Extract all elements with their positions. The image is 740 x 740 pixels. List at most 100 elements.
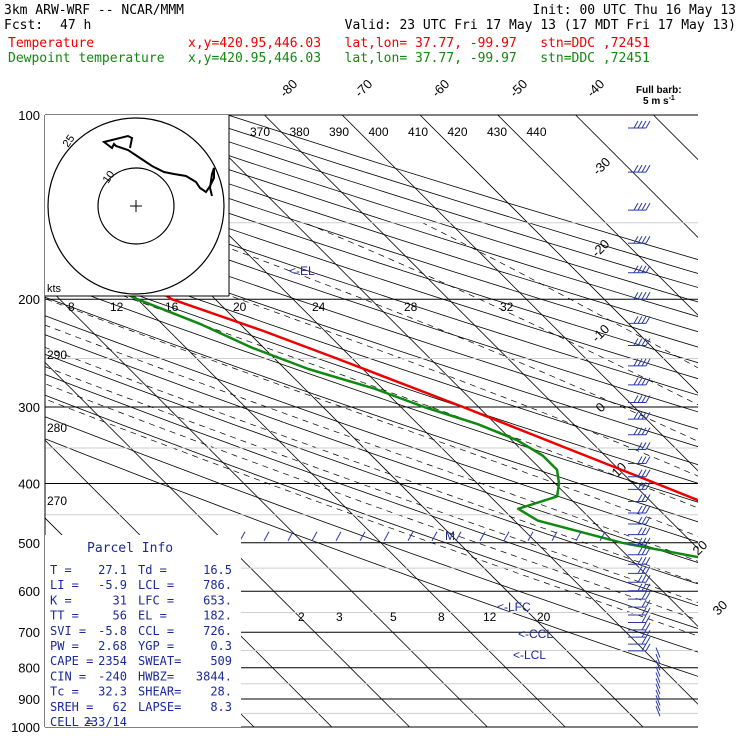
parcel-label: T = bbox=[50, 563, 72, 577]
parcel-value: 233/14 bbox=[84, 715, 127, 729]
wind-barb-flag bbox=[645, 643, 651, 652]
wind-barb-flag bbox=[637, 583, 643, 592]
parcel-label: LI = bbox=[50, 578, 79, 592]
wind-barb-flag bbox=[641, 547, 647, 555]
wind-barb-flag bbox=[645, 599, 651, 608]
wind-barb-tick bbox=[455, 531, 462, 542]
wind-barb-tick bbox=[287, 531, 294, 542]
parcel-value: 56 bbox=[113, 609, 127, 623]
wind-barb bbox=[628, 607, 651, 616]
parcel-label: YGP = bbox=[138, 639, 174, 653]
wind-barb bbox=[655, 689, 661, 701]
level-marker: <-EL bbox=[289, 264, 315, 278]
wind-barb-flag bbox=[645, 629, 651, 638]
wind-barb-flag bbox=[645, 202, 651, 211]
wind-barb bbox=[655, 695, 661, 706]
parcel-value: 3844. bbox=[196, 669, 232, 683]
wind-barb-flag bbox=[641, 516, 647, 525]
parcel-label: SVI = bbox=[50, 624, 86, 638]
parcel-label: EL = bbox=[138, 609, 167, 623]
parcel-value: 0.3 bbox=[210, 639, 232, 653]
wind-barb bbox=[655, 653, 661, 665]
wind-barb bbox=[628, 482, 651, 490]
wind-barb-flag bbox=[633, 358, 639, 367]
moist-adiabat bbox=[45, 324, 698, 562]
wind-barb-flag bbox=[641, 338, 647, 346]
theta-e-label: 440 bbox=[527, 125, 547, 139]
wind-barb-flag bbox=[641, 607, 647, 616]
wind-barb-flag bbox=[645, 164, 651, 173]
wind-barb bbox=[655, 700, 661, 712]
wind-barb-tick bbox=[503, 531, 510, 542]
wind-barb-flag bbox=[645, 395, 651, 403]
wind-barb bbox=[628, 643, 651, 652]
parcel-value: 62 bbox=[113, 700, 127, 714]
parcel-label: CELL = bbox=[50, 715, 93, 729]
mixing-ratio-label: 28 bbox=[404, 300, 418, 314]
wind-barb bbox=[628, 377, 651, 386]
pressure-label: 800 bbox=[18, 661, 40, 676]
theta-e-label: 380 bbox=[290, 125, 310, 139]
forecast-label: Fcst: bbox=[4, 18, 44, 33]
lower-mixing-label: 5 bbox=[390, 610, 397, 624]
isotherm-line bbox=[575, 115, 698, 238]
parcel-value: 16.5 bbox=[203, 563, 232, 577]
temperature-legend-line: Temperature x,y=420.95,446.03 lat,lon= 3… bbox=[8, 36, 650, 51]
wind-barb-flag bbox=[645, 338, 651, 346]
wind-barb-flag bbox=[641, 615, 647, 623]
wind-barb-staff bbox=[655, 653, 661, 665]
wind-barb-flag bbox=[633, 291, 639, 300]
wind-barb-flag bbox=[645, 505, 651, 514]
isotherm-line bbox=[497, 115, 698, 316]
wind-barb-flag bbox=[637, 574, 643, 583]
hodograph-trace bbox=[101, 134, 215, 197]
isotherm-label: -20 bbox=[589, 236, 613, 260]
isotherm-line bbox=[45, 361, 410, 727]
isotherm-label: -50 bbox=[507, 76, 531, 100]
wind-barb-tick bbox=[551, 531, 558, 542]
wind-barb-flag bbox=[641, 235, 647, 244]
level-marker: <-CCL bbox=[518, 627, 553, 641]
wind-barb-flag bbox=[645, 547, 651, 555]
hodograph-ring-outer bbox=[47, 117, 225, 295]
mixing-ratio-label: 32 bbox=[500, 300, 514, 314]
wind-barb-flag bbox=[637, 291, 643, 300]
lower-mixing-label: 3 bbox=[336, 610, 343, 624]
valid-time: Valid: 23 UTC Fri 17 May 13 (17 MDT Fri … bbox=[344, 18, 736, 33]
wind-barb bbox=[628, 599, 651, 608]
pressure-label: 600 bbox=[18, 584, 40, 599]
isotherm-label: -70 bbox=[352, 76, 376, 100]
wind-barb-flag bbox=[645, 358, 651, 367]
wind-barb-tick bbox=[599, 531, 606, 542]
wind-barb-flag bbox=[637, 411, 643, 420]
wind-barb bbox=[628, 202, 651, 211]
wind-barb-flag bbox=[633, 265, 639, 273]
wind-barb-flag bbox=[637, 537, 643, 546]
parcel-label: CIN = bbox=[50, 669, 86, 683]
moist-adiabat bbox=[160, 222, 698, 442]
wind-barb bbox=[628, 338, 651, 346]
wind-barb-flag bbox=[645, 574, 651, 583]
wind-barb bbox=[628, 469, 651, 478]
wind-barb-flag bbox=[645, 566, 651, 574]
pressure-label: 100 bbox=[18, 108, 40, 123]
wind-barb-flag bbox=[645, 537, 651, 546]
wind-barb-flag bbox=[637, 427, 643, 435]
wind-barb-flag bbox=[641, 622, 647, 631]
parcel-label: SHEAR= bbox=[138, 685, 181, 699]
wind-barb-flag bbox=[637, 456, 643, 464]
isotherm-line bbox=[341, 115, 698, 472]
wind-barb-flag bbox=[637, 164, 643, 173]
wind-barb-staff bbox=[655, 660, 661, 671]
wind-barb-flag bbox=[641, 599, 647, 608]
lower-mixing-label: 20 bbox=[537, 610, 551, 624]
wind-barb-flag bbox=[637, 566, 643, 574]
wind-barb-flag bbox=[637, 235, 643, 244]
theta-e-label: 410 bbox=[408, 125, 428, 139]
wind-barb-tick bbox=[359, 531, 366, 542]
wind-barb-flag bbox=[645, 120, 651, 129]
wind-barb-flag bbox=[645, 527, 651, 535]
wind-barb-flag bbox=[645, 591, 651, 600]
parcel-label: Tc = bbox=[50, 685, 79, 699]
wind-barb-flag bbox=[633, 316, 639, 324]
